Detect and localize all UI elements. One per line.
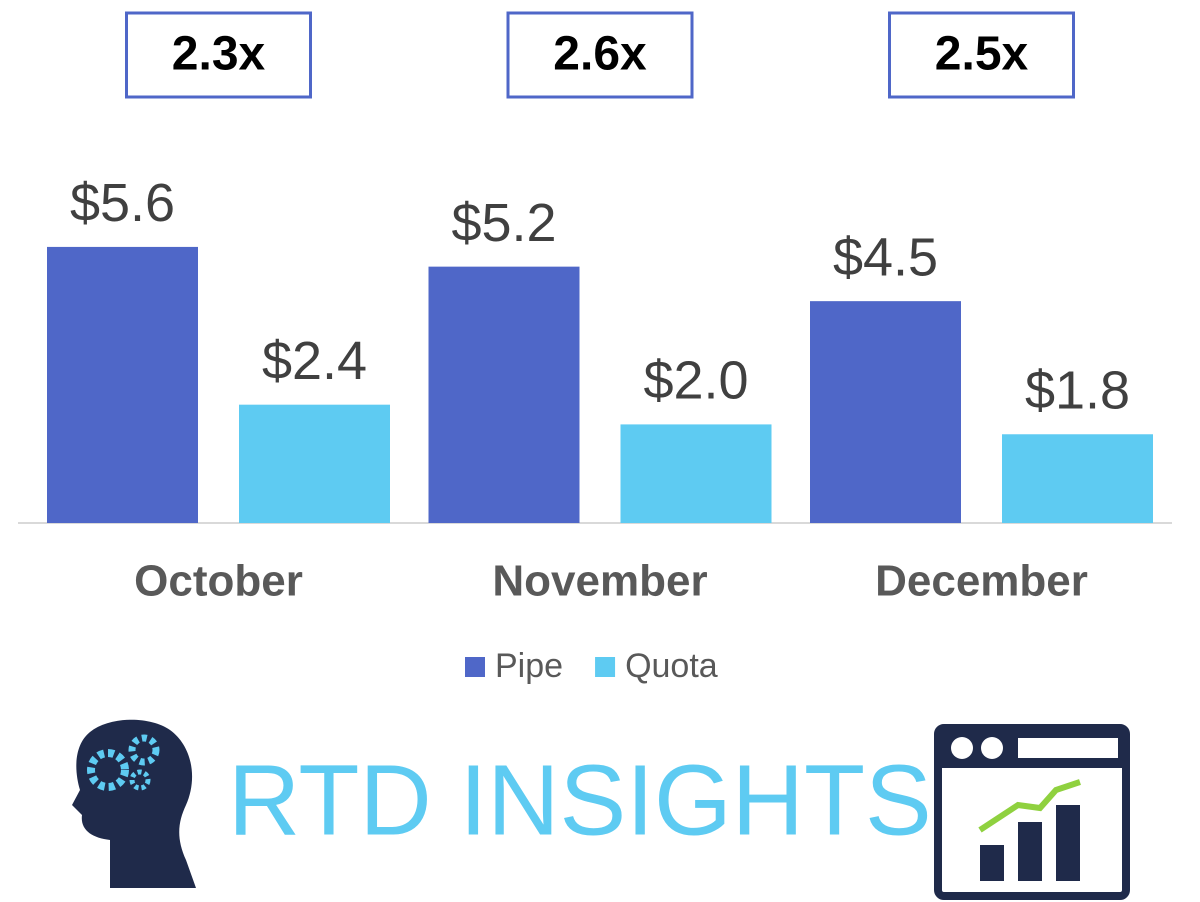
ratio-label: 2.3x: [172, 28, 266, 81]
value-label: $5.6: [70, 173, 175, 233]
x-tick-label: November: [492, 557, 707, 606]
ratio-box: [125, 11, 312, 99]
value-label: $2.0: [643, 351, 748, 411]
x-tick-label: December: [875, 557, 1088, 606]
value-label: $2.4: [262, 331, 367, 391]
ratio-label: 2.6x: [553, 28, 647, 81]
legend-swatch: [465, 657, 485, 677]
head-icon: [72, 719, 196, 888]
brand-text: RTD INSIGHTS: [228, 744, 932, 856]
legend-label: Pipe: [495, 647, 563, 685]
bar: [810, 301, 961, 523]
bar: [428, 266, 580, 523]
value-label: $4.5: [833, 227, 938, 287]
bar: [47, 246, 198, 524]
bar: [1002, 434, 1153, 523]
bar: [239, 404, 390, 523]
legend-label: Quota: [625, 647, 718, 685]
ratio-box: [506, 11, 694, 99]
value-label: $1.8: [1025, 361, 1130, 421]
legend-swatch: [595, 657, 616, 677]
ratio-box: [888, 11, 1075, 99]
chart-icon: [934, 724, 1130, 900]
x-tick-label: October: [134, 557, 303, 606]
value-label: $5.2: [451, 193, 556, 253]
bar: [620, 424, 772, 523]
ratio-label: 2.5x: [935, 28, 1029, 81]
